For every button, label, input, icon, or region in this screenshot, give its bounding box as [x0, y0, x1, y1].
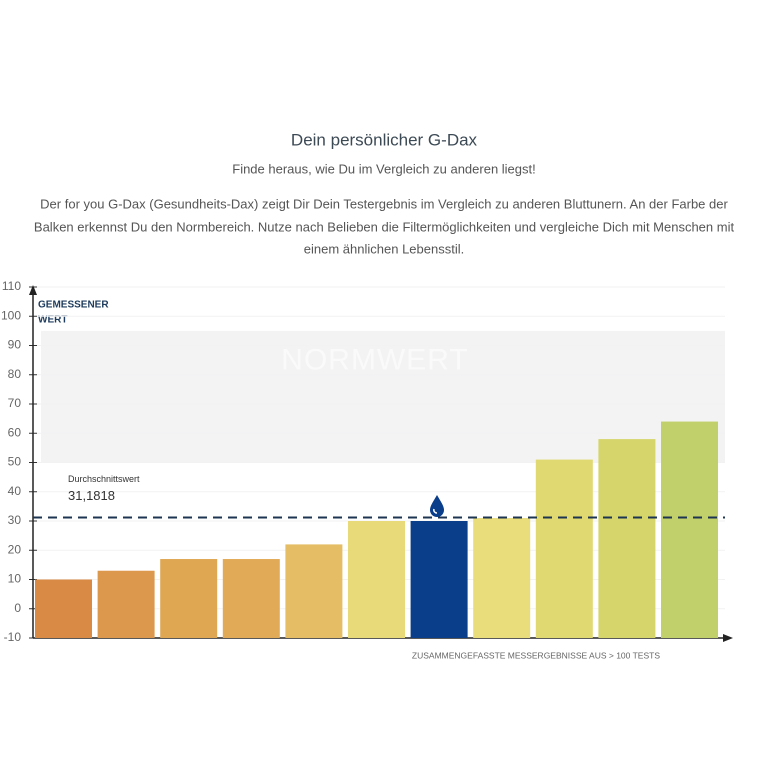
y-tick-label: 20: [8, 542, 22, 556]
y-axis-label: WERT: [38, 315, 67, 326]
bar: [598, 439, 656, 638]
y-tick-label: 0: [14, 601, 21, 615]
bar: [222, 559, 280, 638]
y-tick-label: 90: [8, 338, 22, 352]
y-tick-label: 60: [8, 425, 22, 439]
y-tick-label: 10: [8, 572, 22, 586]
bar: [473, 518, 531, 638]
bar: [285, 544, 343, 638]
bar: [535, 459, 593, 638]
bar: [97, 570, 155, 638]
y-tick-label: 100: [1, 308, 21, 322]
x-axis-label: ZUSAMMENGEFASSTE MESSERGEBNISSE AUS > 10…: [412, 650, 660, 660]
drop: [430, 495, 444, 517]
drop-icon: [428, 494, 446, 518]
title: Dein persönlicher G-Dax: [291, 130, 478, 149]
drop-highlight: [433, 508, 438, 514]
bar: [661, 421, 718, 638]
subtitle: Finde heraus, wie Du im Vergleich zu and…: [232, 161, 536, 176]
average-label: Durchschnittswert: [68, 474, 140, 484]
y-tick-label: 30: [8, 513, 22, 527]
bar: [348, 521, 405, 638]
y-axis-arrow: [29, 285, 37, 295]
bar: [160, 559, 218, 638]
average-value: 31,1818: [68, 488, 115, 503]
x-axis-arrow: [723, 634, 733, 642]
bar: [410, 521, 468, 638]
description-line: einem ähnlichen Lebensstil.: [304, 241, 464, 256]
y-tick-label: -10: [4, 630, 22, 644]
y-tick-label: 50: [8, 455, 22, 469]
y-tick-label: 40: [8, 484, 22, 498]
norm-band-label: NORMWERT: [281, 344, 468, 377]
bar: [35, 579, 92, 638]
y-tick-label: 70: [8, 396, 22, 410]
description-line: Der for you G-Dax (Gesundheits-Dax) zeig…: [40, 196, 728, 211]
description-line: Balken erkennst Du den Normbereich. Nutz…: [34, 219, 735, 234]
plot: NORMWERT -10 0 10 20 30 40 50 60 70 80 90 100 110 Durc…: [1, 279, 733, 644]
y-tick-label: 110: [2, 279, 21, 293]
y-axis-label: GEMESSENER: [38, 300, 109, 311]
y-tick-label: 80: [8, 367, 22, 381]
